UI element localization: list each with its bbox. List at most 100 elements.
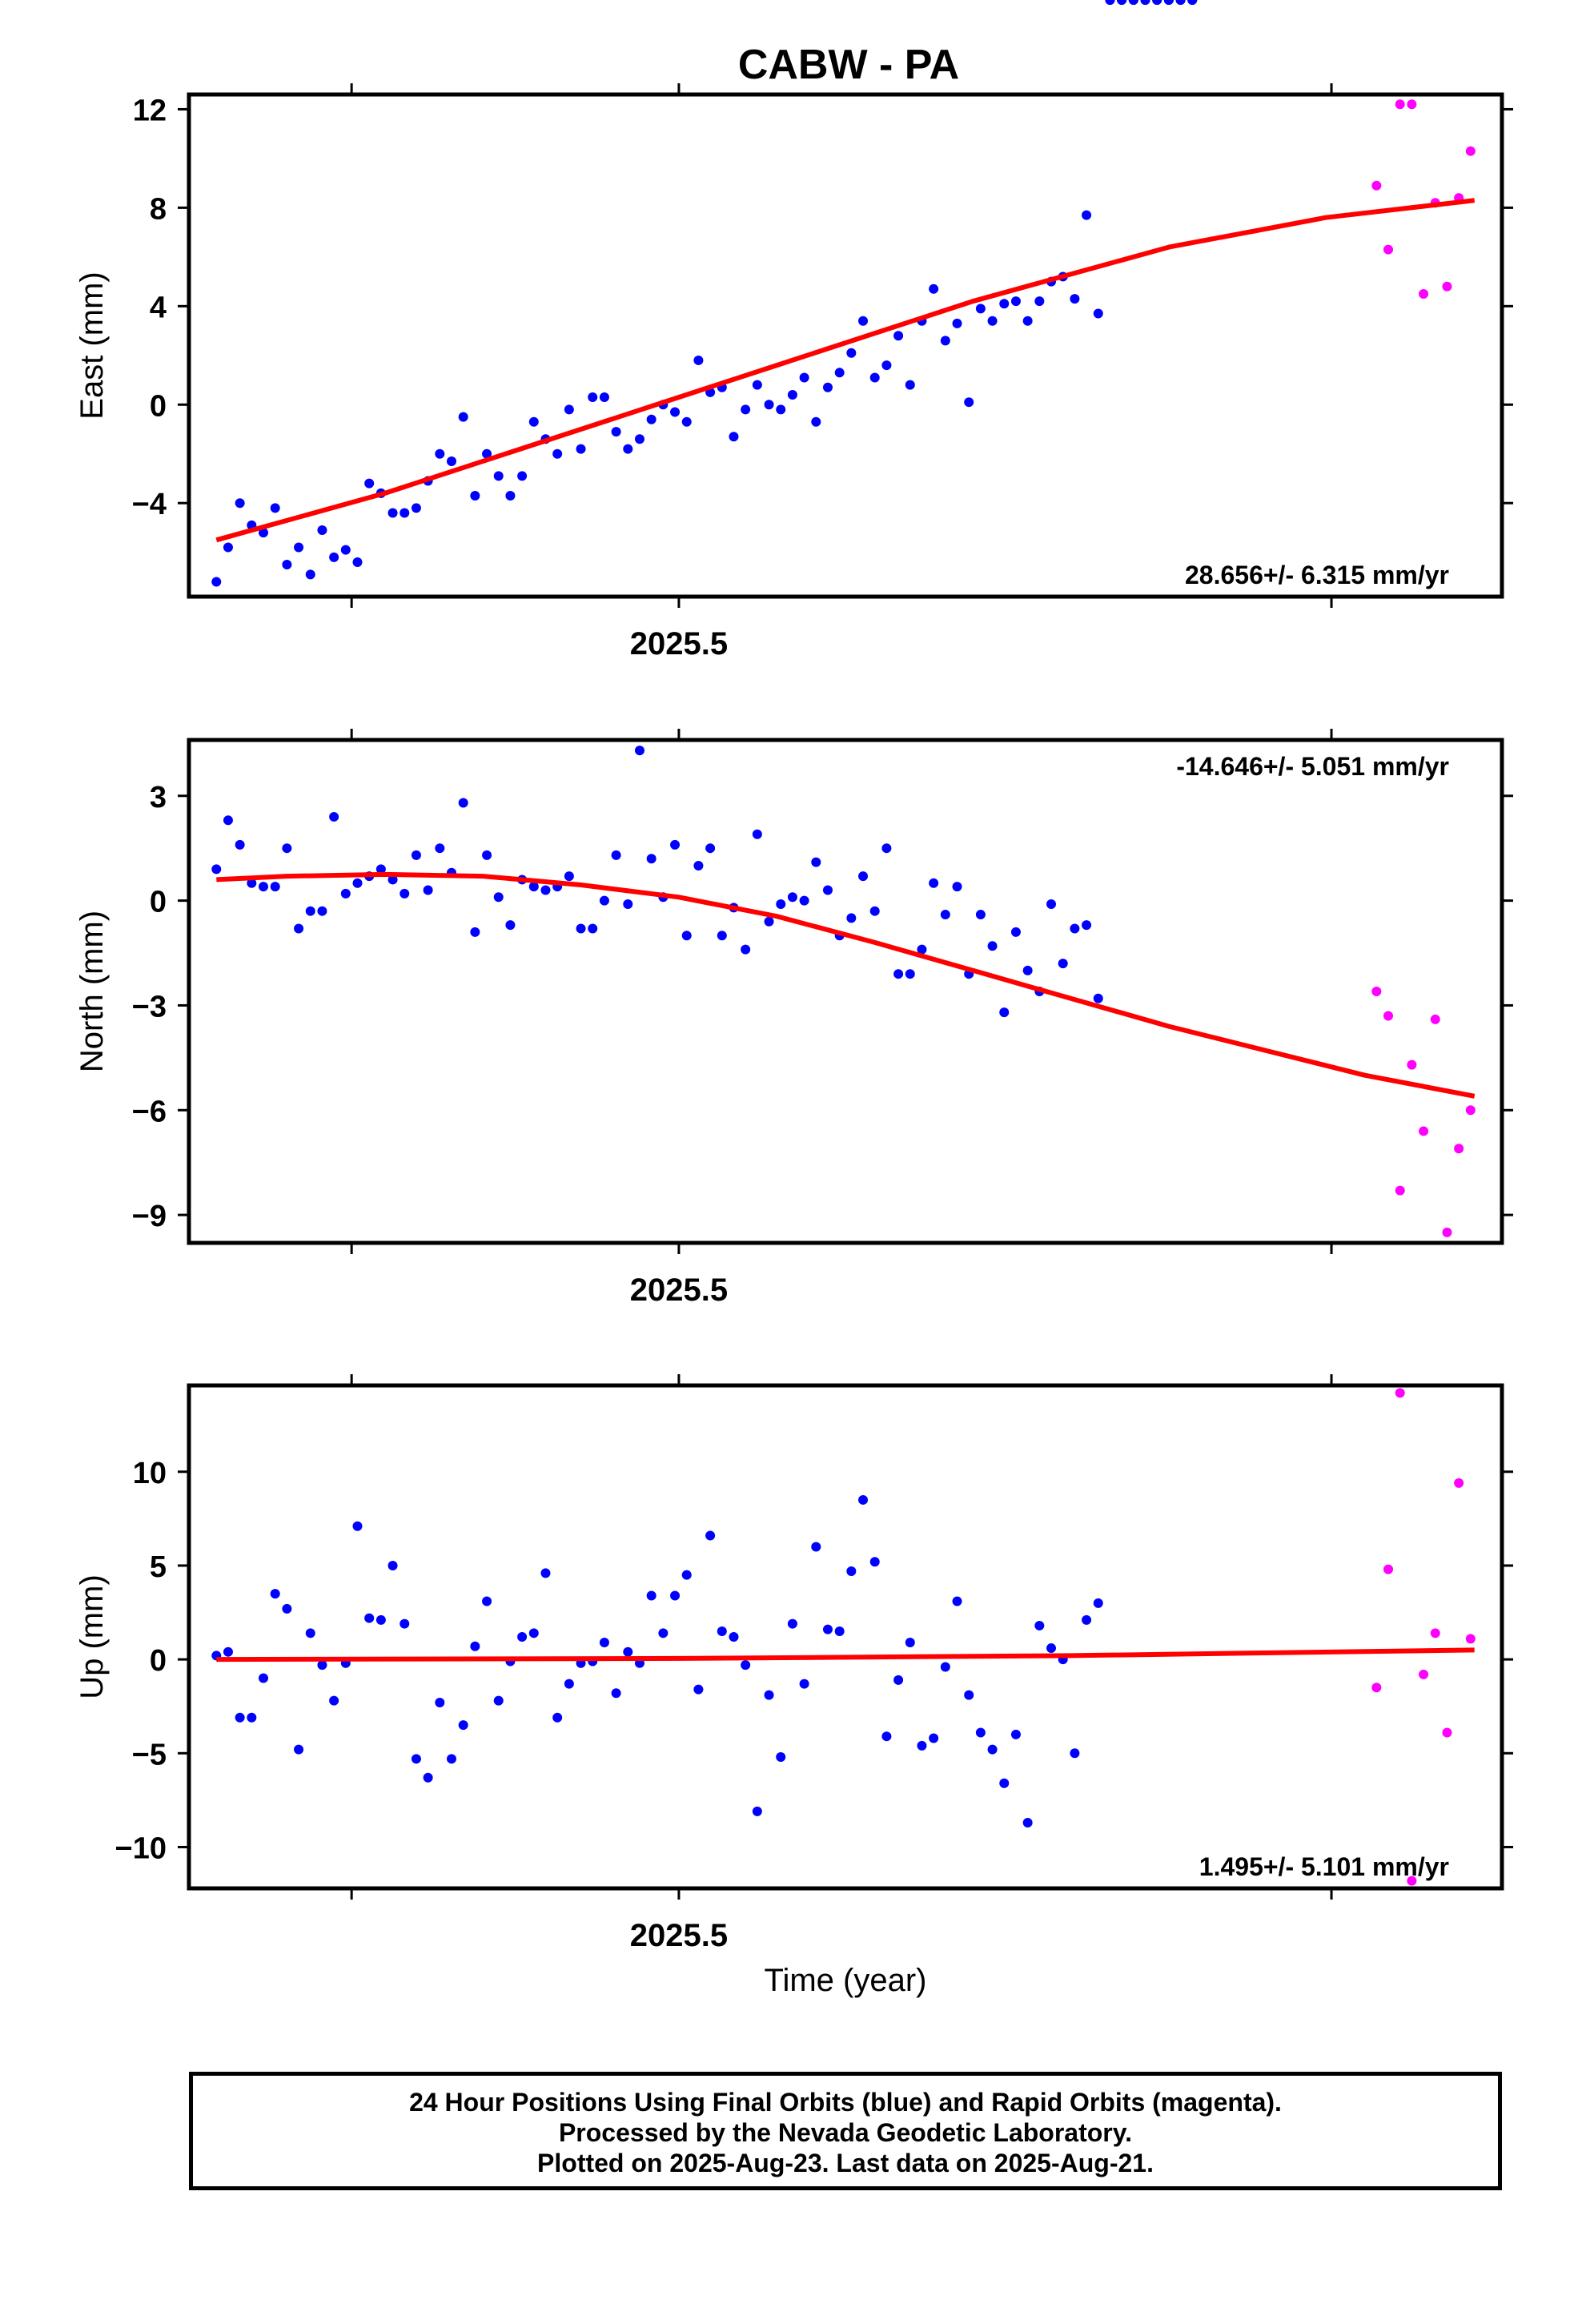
east-final-point xyxy=(999,299,1010,309)
east-final-point xyxy=(552,448,563,459)
north-rapid-point xyxy=(1395,1185,1405,1196)
north-final-point xyxy=(952,882,962,892)
east-final-point xyxy=(599,392,609,403)
up-final-point xyxy=(564,1679,574,1689)
up-final-point xyxy=(1070,1748,1080,1759)
up-final-point xyxy=(540,1568,551,1578)
east-final-point xyxy=(964,397,974,408)
up-rapid-point xyxy=(1442,1727,1452,1738)
up-final-point xyxy=(705,1530,716,1541)
east-rapid-point xyxy=(1465,146,1476,156)
east-final-point xyxy=(752,380,762,390)
up-plot-frame xyxy=(187,1383,1504,1891)
north-final-point xyxy=(693,861,704,870)
north-final-point xyxy=(352,878,363,888)
north-final-point xyxy=(470,927,480,937)
up-final-point xyxy=(658,1628,669,1638)
north-rapid-point xyxy=(1442,1227,1452,1237)
up-final-point xyxy=(458,1720,468,1731)
north-final-point xyxy=(211,864,222,875)
north-final-point xyxy=(259,882,269,892)
north-final-point xyxy=(869,906,880,916)
up-final-point xyxy=(799,1679,809,1689)
up-final-point xyxy=(964,1690,974,1700)
up-final-point xyxy=(1022,1817,1033,1827)
up-final-point xyxy=(435,1698,445,1708)
north-final-point xyxy=(247,878,257,888)
up-final-point xyxy=(493,1695,504,1706)
up-final-point xyxy=(834,1626,845,1636)
east-ytick-label: 8 xyxy=(150,192,167,226)
east-final-point xyxy=(987,316,998,326)
up-final-point xyxy=(646,1590,656,1601)
north-final-point xyxy=(282,843,292,854)
north-xtick-label: 2025.5 xyxy=(630,1273,728,1308)
up-final-point xyxy=(917,1740,927,1751)
up-ytick-label: 5 xyxy=(150,1550,167,1584)
footer-line-3: Plotted on 2025-Aug-23. Last data on 202… xyxy=(537,2149,1154,2177)
up-final-point xyxy=(729,1632,739,1642)
east-final-point xyxy=(387,508,398,518)
up-final-point xyxy=(681,1570,692,1580)
north-final-point xyxy=(223,815,233,826)
up-final-point xyxy=(999,1778,1010,1788)
up-final-point xyxy=(670,1590,681,1601)
north-final-point xyxy=(329,811,339,822)
north-final-point xyxy=(387,875,398,885)
east-final-point xyxy=(352,557,363,567)
east-final-point xyxy=(1022,316,1033,326)
panels: −4 0 4 8 12 2025.5 East (mm) 28.656+/- 6.315 mm… xyxy=(74,0,1513,1998)
north-final-point xyxy=(599,895,609,906)
up-rapid-point xyxy=(1407,1876,1417,1886)
up-panel: −10 −5 0 5 10 2025.5 Up (mm) Time (year) 1.495+/… xyxy=(74,0,1513,1998)
up-final-point xyxy=(975,1727,986,1738)
east-final-point xyxy=(317,525,327,536)
footer-line-2: Processed by the Nevada Geodetic Laborat… xyxy=(558,2118,1133,2147)
up-final-point xyxy=(611,1688,621,1699)
up-ytick-label: −10 xyxy=(115,1831,167,1865)
up-final-point xyxy=(1187,0,1198,5)
up-final-point xyxy=(270,1589,280,1599)
north-final-point xyxy=(846,913,857,923)
up-final-point xyxy=(741,1660,751,1671)
up-final-point xyxy=(787,1618,797,1629)
north-final-point xyxy=(893,969,904,979)
up-final-point xyxy=(893,1675,904,1685)
north-final-point xyxy=(1082,920,1092,931)
up-final-point xyxy=(400,1618,410,1629)
north-final-point xyxy=(505,920,516,931)
north-final-point xyxy=(858,871,869,882)
north-rapid-point xyxy=(1371,987,1382,996)
up-final-point xyxy=(1093,1598,1103,1608)
east-final-point xyxy=(211,577,222,587)
east-fit-line xyxy=(215,198,1476,543)
east-final-point xyxy=(670,407,681,417)
east-final-point xyxy=(764,400,774,410)
east-final-point xyxy=(329,552,339,562)
up-final-point xyxy=(470,1641,480,1651)
north-final-point xyxy=(822,885,833,895)
east-final-point xyxy=(822,382,833,392)
east-final-point xyxy=(975,304,986,314)
north-final-point xyxy=(611,850,621,860)
north-final-point xyxy=(340,888,351,899)
east-final-point xyxy=(729,432,739,442)
east-final-point xyxy=(834,368,845,378)
north-final-point xyxy=(305,906,315,916)
north-final-point xyxy=(987,941,998,951)
up-fit-line xyxy=(216,1647,1475,1663)
up-final-point xyxy=(247,1712,257,1723)
east-panel: −4 0 4 8 12 2025.5 East (mm) 28.656+/- 6.315 mm… xyxy=(74,0,1513,661)
east-final-point xyxy=(470,490,480,501)
up-final-point xyxy=(305,1628,315,1638)
up-final-point xyxy=(1105,0,1115,5)
up-final-point xyxy=(846,1566,857,1576)
north-final-point xyxy=(741,944,751,955)
up-final-point xyxy=(1034,1620,1045,1630)
up-ytick-label: 0 xyxy=(150,1644,167,1678)
north-ytick-label: −3 xyxy=(132,990,167,1023)
north-rapid-point xyxy=(1383,1011,1394,1021)
east-final-point xyxy=(940,336,950,346)
up-final-point xyxy=(517,1632,528,1642)
